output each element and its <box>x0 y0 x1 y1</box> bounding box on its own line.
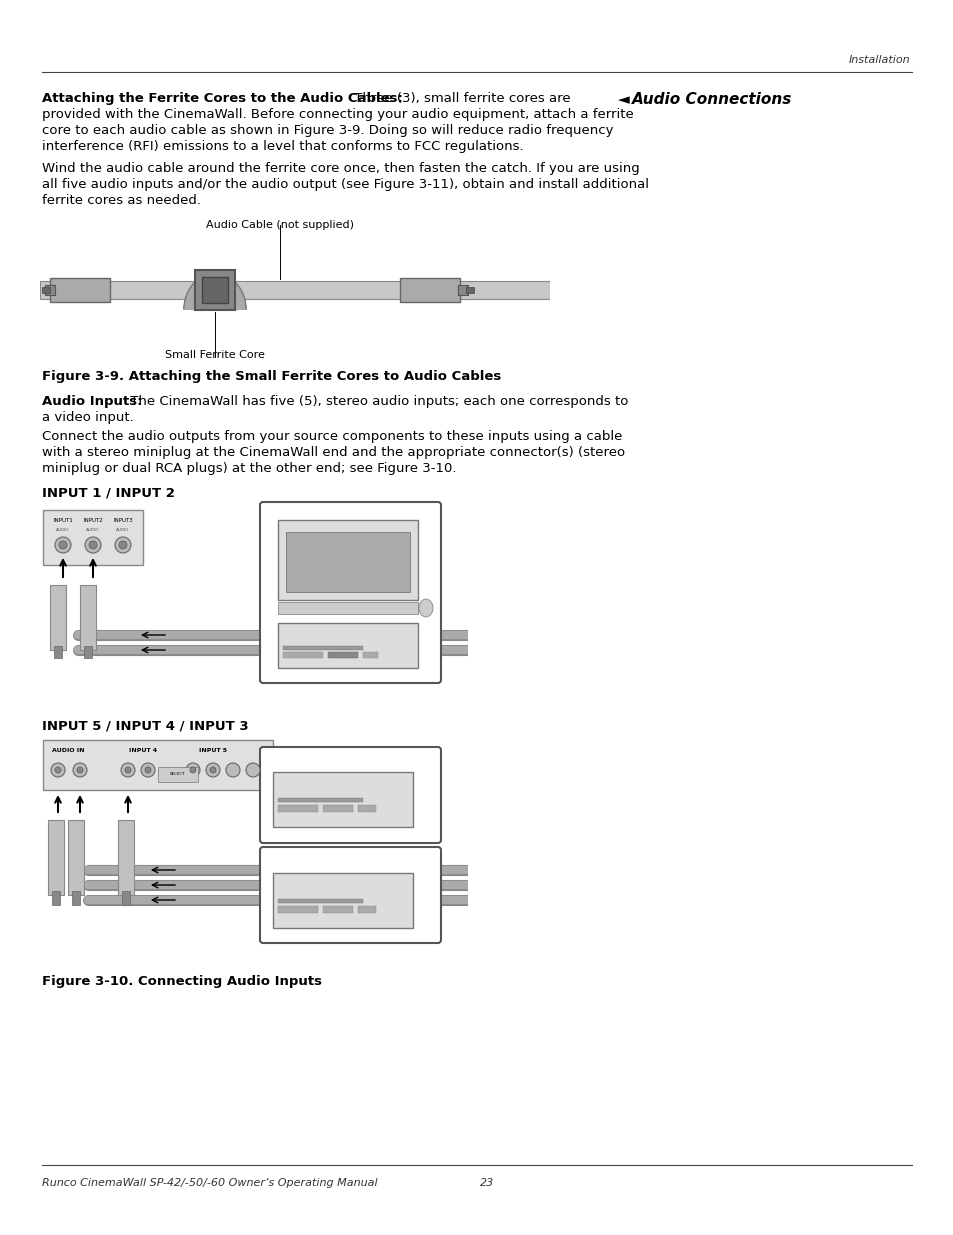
Text: Small Ferrite Core: Small Ferrite Core <box>165 350 265 359</box>
Circle shape <box>190 767 195 773</box>
Text: AUDIO: AUDIO <box>116 529 130 532</box>
Circle shape <box>141 763 154 777</box>
Text: SELECT: SELECT <box>170 772 186 776</box>
FancyBboxPatch shape <box>260 847 440 944</box>
Text: miniplug or dual RCA plugs) at the other end; see Figure 3-10.: miniplug or dual RCA plugs) at the other… <box>42 462 456 475</box>
Bar <box>194 270 234 310</box>
Circle shape <box>89 541 97 550</box>
Bar <box>54 646 62 658</box>
Text: all five audio inputs and/or the audio output (see Figure 3-11), obtain and inst: all five audio inputs and/or the audio o… <box>42 178 648 191</box>
Circle shape <box>125 767 131 773</box>
Bar <box>42 287 50 293</box>
Circle shape <box>51 763 65 777</box>
Bar <box>80 585 96 650</box>
Bar <box>118 820 133 895</box>
Text: Audio Cable (not supplied): Audio Cable (not supplied) <box>206 220 354 230</box>
Circle shape <box>115 537 131 553</box>
Bar <box>286 532 410 592</box>
Text: Audio Inputs:: Audio Inputs: <box>42 395 142 408</box>
Circle shape <box>59 541 67 550</box>
Text: Runco CinemaWall SP-42/-50/-60 Owner’s Operating Manual: Runco CinemaWall SP-42/-50/-60 Owner’s O… <box>42 1178 377 1188</box>
Bar <box>50 278 110 303</box>
Bar <box>48 820 64 895</box>
Circle shape <box>121 763 135 777</box>
Bar <box>277 520 417 600</box>
Text: Figure 3-9. Attaching the Small Ferrite Cores to Audio Cables: Figure 3-9. Attaching the Small Ferrite … <box>42 370 500 383</box>
Bar <box>273 873 413 927</box>
FancyBboxPatch shape <box>260 747 440 844</box>
Bar <box>43 510 143 564</box>
Text: INPUT 5 / INPUT 4 / INPUT 3: INPUT 5 / INPUT 4 / INPUT 3 <box>42 720 249 734</box>
Text: AUDIO: AUDIO <box>86 529 99 532</box>
Text: Connect the audio outputs from your source components to these inputs using a ca: Connect the audio outputs from your sour… <box>42 430 621 443</box>
Text: Wind the audio cable around the ferrite core once, then fasten the catch. If you: Wind the audio cable around the ferrite … <box>42 162 639 175</box>
Bar <box>158 767 198 782</box>
Text: INPUT1: INPUT1 <box>53 517 72 522</box>
Bar <box>45 285 55 295</box>
Bar <box>52 890 60 905</box>
Bar <box>84 646 91 658</box>
Text: AUDIO IN: AUDIO IN <box>51 748 84 753</box>
Circle shape <box>73 763 87 777</box>
Bar <box>277 805 317 811</box>
Text: interference (RFI) emissions to a level that conforms to FCC regulations.: interference (RFI) emissions to a level … <box>42 140 523 153</box>
Bar <box>363 652 377 658</box>
Bar <box>40 282 550 299</box>
Bar <box>328 652 357 658</box>
Text: Audio Connections: Audio Connections <box>631 91 792 107</box>
Circle shape <box>206 763 220 777</box>
Text: Figure 3-10. Connecting Audio Inputs: Figure 3-10. Connecting Audio Inputs <box>42 974 322 988</box>
Bar <box>357 906 375 913</box>
Circle shape <box>55 537 71 553</box>
Bar <box>283 652 323 658</box>
Bar <box>277 798 363 802</box>
Circle shape <box>186 763 200 777</box>
Text: The CinemaWall has five (5), stereo audio inputs; each one corresponds to: The CinemaWall has five (5), stereo audi… <box>126 395 628 408</box>
Circle shape <box>145 767 151 773</box>
Text: with a stereo miniplug at the CinemaWall end and the appropriate connector(s) (s: with a stereo miniplug at the CinemaWall… <box>42 446 624 459</box>
Bar <box>277 601 417 614</box>
Circle shape <box>246 763 260 777</box>
Text: INPUT 1 / INPUT 2: INPUT 1 / INPUT 2 <box>42 487 174 499</box>
Bar <box>273 772 413 827</box>
Text: provided with the CinemaWall. Before connecting your audio equipment, attach a f: provided with the CinemaWall. Before con… <box>42 107 633 121</box>
Circle shape <box>77 767 83 773</box>
Bar <box>71 890 80 905</box>
Bar <box>277 899 363 903</box>
Text: core to each audio cable as shown in Figure 3-9. Doing so will reduce radio freq: core to each audio cable as shown in Fig… <box>42 124 613 137</box>
Bar <box>50 585 66 650</box>
Text: INPUT 4: INPUT 4 <box>129 748 157 753</box>
Circle shape <box>55 767 61 773</box>
Text: ◄: ◄ <box>618 91 629 107</box>
Text: 23: 23 <box>479 1178 494 1188</box>
Bar <box>202 277 228 303</box>
Bar <box>283 646 363 650</box>
Text: INPUT3: INPUT3 <box>113 517 132 522</box>
Ellipse shape <box>418 599 433 618</box>
Text: Three (3), small ferrite cores are: Three (3), small ferrite cores are <box>350 91 570 105</box>
Bar <box>277 906 317 913</box>
Bar <box>399 278 459 303</box>
Text: INPUT2: INPUT2 <box>83 517 103 522</box>
Text: INPUT 5: INPUT 5 <box>199 748 227 753</box>
Bar <box>122 890 130 905</box>
Bar <box>323 906 353 913</box>
Bar <box>323 805 353 811</box>
Circle shape <box>226 763 240 777</box>
Circle shape <box>119 541 127 550</box>
Text: Attaching the Ferrite Cores to the Audio Cables:: Attaching the Ferrite Cores to the Audio… <box>42 91 402 105</box>
Bar <box>43 740 273 790</box>
Circle shape <box>210 767 215 773</box>
Text: Installation: Installation <box>847 56 909 65</box>
Circle shape <box>85 537 101 553</box>
Bar <box>357 805 375 811</box>
Text: a video input.: a video input. <box>42 411 133 424</box>
Bar <box>457 285 468 295</box>
FancyBboxPatch shape <box>260 501 440 683</box>
Text: AUDIO: AUDIO <box>56 529 70 532</box>
Bar <box>465 287 474 293</box>
Text: ferrite cores as needed.: ferrite cores as needed. <box>42 194 201 207</box>
Bar <box>277 622 417 668</box>
Bar <box>68 820 84 895</box>
